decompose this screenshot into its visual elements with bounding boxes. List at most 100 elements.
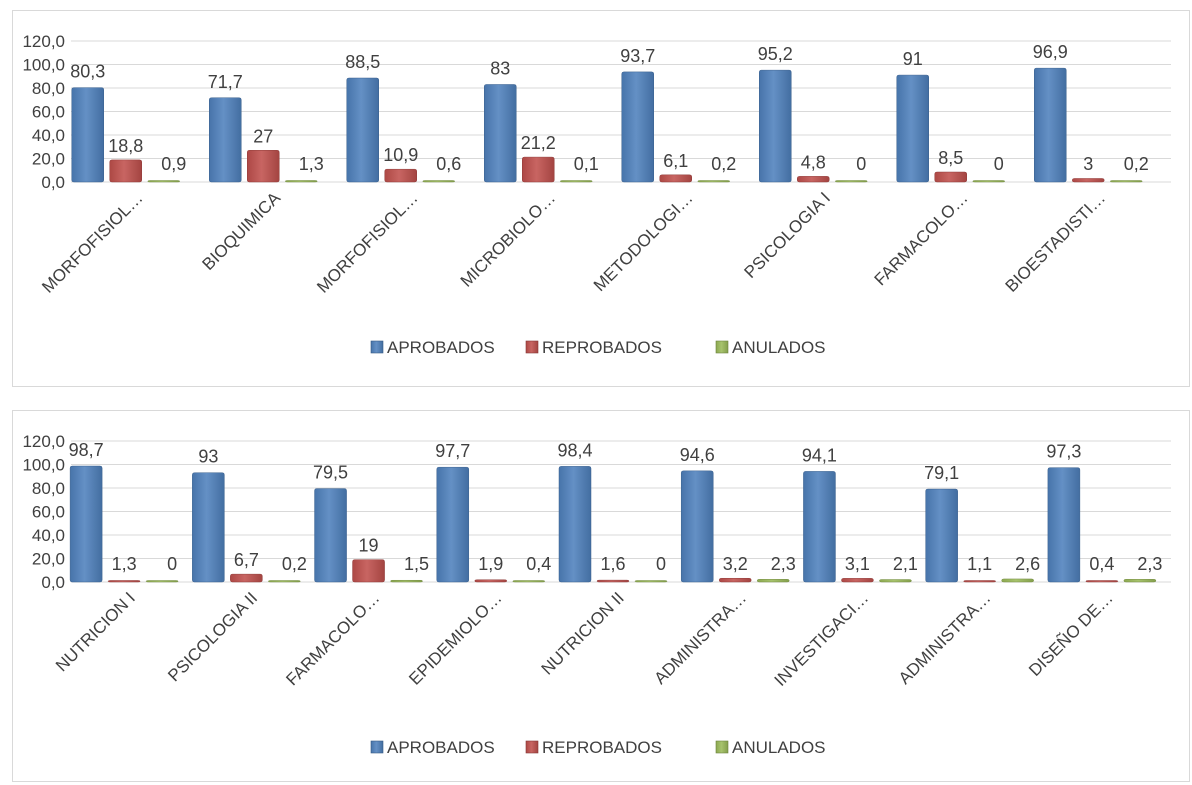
legend-swatch-reprobados xyxy=(525,740,539,754)
bar-anulados xyxy=(756,579,790,583)
bar-chart-1: 0,0 20,0 40,0 60,0 80,0 100,0 120,0 80,3 18,8 0,9… xyxy=(22,32,1171,357)
x-tick-label: MICROBIOLO… xyxy=(457,188,559,290)
data-label: 80,3 xyxy=(70,62,105,82)
data-label: 71,7 xyxy=(208,72,243,92)
bar-aprobados xyxy=(314,488,347,583)
bar-reprobados xyxy=(230,573,263,583)
bar-aprobados xyxy=(680,470,714,583)
data-label: 0,4 xyxy=(1089,554,1114,574)
data-label: 0,1 xyxy=(574,154,599,174)
bar-reprobados xyxy=(718,577,752,583)
data-label: 3,1 xyxy=(845,554,870,574)
legend-label: APROBADOS xyxy=(387,338,495,357)
bar-aprobados xyxy=(925,488,958,583)
data-label: 1,6 xyxy=(600,554,625,574)
bar-aprobados xyxy=(896,74,929,183)
bar-anulados xyxy=(1110,180,1143,183)
bar-aprobados xyxy=(803,471,836,583)
data-label: 79,5 xyxy=(313,463,348,483)
bar-anulados xyxy=(390,579,423,583)
data-label: 18,8 xyxy=(108,136,143,156)
data-label: 0 xyxy=(994,154,1004,174)
data-label: 10,9 xyxy=(383,145,418,165)
bar-aprobados xyxy=(209,97,242,183)
data-label: 0 xyxy=(856,154,866,174)
data-label: 2,1 xyxy=(893,554,918,574)
data-label: 98,7 xyxy=(69,440,104,460)
data-label: 1,3 xyxy=(299,154,324,174)
y-tick-label: 20,0 xyxy=(32,150,65,169)
data-label: 0 xyxy=(656,554,666,574)
data-label: 97,7 xyxy=(435,441,470,461)
legend-label: REPROBADOS xyxy=(542,338,662,357)
bar-anulados xyxy=(835,180,868,183)
bar-reprobados xyxy=(107,580,141,583)
data-label: 0,2 xyxy=(711,154,736,174)
bar-aprobados xyxy=(192,472,225,583)
data-label: 0 xyxy=(167,554,177,574)
legend-label: REPROBADOS xyxy=(542,738,662,757)
x-tick-label: FARMACOLO… xyxy=(871,188,972,289)
bar-anulados xyxy=(422,180,455,183)
bar-reprobados xyxy=(384,168,417,183)
x-tick-label: ADMINISTRA… xyxy=(895,588,995,688)
bar-reprobados xyxy=(797,176,830,183)
bar-anulados xyxy=(972,180,1005,183)
data-label: 21,2 xyxy=(521,133,556,153)
bar-aprobados xyxy=(69,465,103,583)
bar-anulados xyxy=(512,580,546,583)
data-label: 88,5 xyxy=(345,52,380,72)
bar-reprobados xyxy=(1085,580,1119,583)
data-label: 0,2 xyxy=(282,554,307,574)
legend-swatch-reprobados xyxy=(525,340,539,354)
bar-anulados xyxy=(147,180,180,183)
bar-reprobados xyxy=(963,580,996,583)
x-tick-label: NUTRICION I xyxy=(52,588,139,675)
y-tick-label: 40,0 xyxy=(32,526,65,545)
bar-reprobados xyxy=(841,578,874,583)
data-label: 0,2 xyxy=(1124,154,1149,174)
data-label: 8,5 xyxy=(938,148,963,168)
x-tick-label: ADMINISTRA… xyxy=(650,588,750,688)
legend-label: ANULADOS xyxy=(732,738,826,757)
bar-chart-2: 0,0 20,0 40,0 60,0 80,0 100,0 120,0 98,7 1,3 0 NUT… xyxy=(22,432,1171,757)
bar-aprobados xyxy=(1034,67,1067,183)
bar-aprobados xyxy=(1047,467,1081,583)
bar-anulados xyxy=(1123,579,1157,583)
data-label: 95,2 xyxy=(758,44,793,64)
legend-label: APROBADOS xyxy=(387,738,495,757)
data-label: 93,7 xyxy=(620,46,655,66)
bar-aprobados xyxy=(621,71,654,183)
data-label: 3,2 xyxy=(723,554,748,574)
x-tick-label: BIOQUIMICA xyxy=(199,188,285,274)
y-tick-label: 60,0 xyxy=(32,103,65,122)
bar-aprobados xyxy=(558,466,592,583)
data-label: 1,1 xyxy=(967,554,992,574)
data-label: 3 xyxy=(1083,154,1093,174)
legend-swatch-aprobados xyxy=(370,340,384,354)
y-tick-label: 100,0 xyxy=(22,456,65,475)
data-label: 0,4 xyxy=(526,554,551,574)
data-label: 6,7 xyxy=(234,550,259,570)
bar-reprobados xyxy=(474,579,508,583)
bar-anulados xyxy=(697,180,730,183)
bar-reprobados xyxy=(596,579,630,583)
data-label: 83 xyxy=(490,58,510,78)
legend-swatch-aprobados xyxy=(370,740,384,754)
bar-anulados xyxy=(879,579,912,583)
data-label: 1,3 xyxy=(112,554,137,574)
legend-swatch-anulados xyxy=(715,340,729,354)
x-tick-label: FARMACOLO… xyxy=(282,588,383,689)
legend-label: ANULADOS xyxy=(732,338,826,357)
bar-aprobados xyxy=(484,84,517,183)
data-label: 94,1 xyxy=(802,445,837,465)
y-tick-label: 0,0 xyxy=(41,173,65,192)
bar-reprobados xyxy=(1072,178,1105,183)
y-tick-label: 100,0 xyxy=(22,56,65,75)
x-tick-label: MORFOFISIOL… xyxy=(313,188,421,296)
y-tick-label: 60,0 xyxy=(32,503,65,522)
data-label: 2,6 xyxy=(1015,554,1040,574)
data-label: 6,1 xyxy=(663,151,688,171)
data-label: 27 xyxy=(253,126,273,146)
data-label: 2,3 xyxy=(771,554,796,574)
